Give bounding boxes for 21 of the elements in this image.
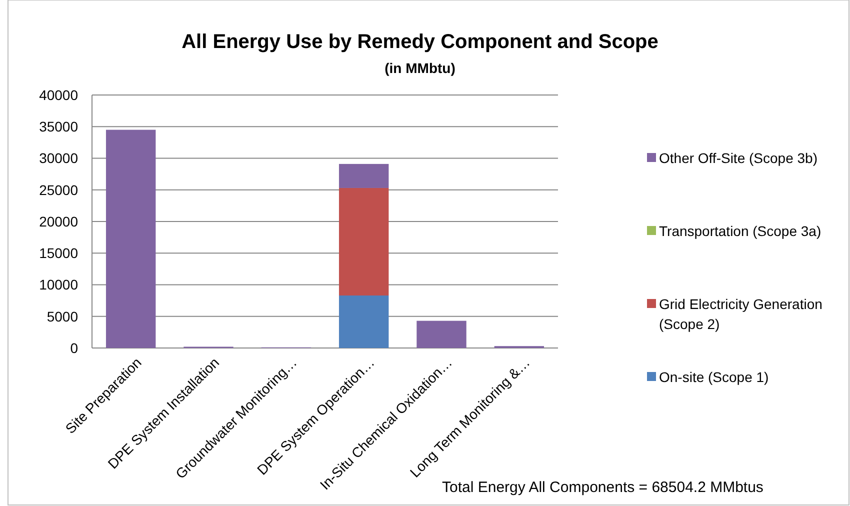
y-tick-label: 30000: [39, 150, 78, 166]
bar: [338, 188, 389, 296]
bar: [416, 320, 466, 348]
y-tick-label: 25000: [39, 182, 78, 198]
chart-title: All Energy Use by Remedy Component and Scope: [182, 31, 658, 53]
y-tick-label: 20000: [39, 213, 78, 230]
bar: [106, 130, 156, 348]
y-tick-label: 0: [70, 340, 78, 356]
chart-subtitle: (in MMbtu): [384, 60, 456, 76]
legend-label: Other Off-Site (Scope 3b): [659, 150, 818, 166]
y-tick-label: 5000: [46, 308, 78, 324]
bar: [338, 164, 389, 188]
legend-label: On-site (Scope 1): [659, 368, 769, 385]
text: Total Energy All Components = 68504.2 MMbtus: [442, 479, 764, 496]
legend-label: Transportation (Scope 3a): [659, 222, 822, 239]
legend-label: Grid Electricity Generation (Scope 2): [659, 296, 822, 332]
y-tick-label: 40000: [39, 86, 78, 103]
y-tick-label: 35000: [39, 118, 78, 135]
bar: [338, 296, 389, 348]
y-tick-label: 15000: [39, 245, 78, 262]
y-tick-label: 10000: [39, 276, 78, 293]
